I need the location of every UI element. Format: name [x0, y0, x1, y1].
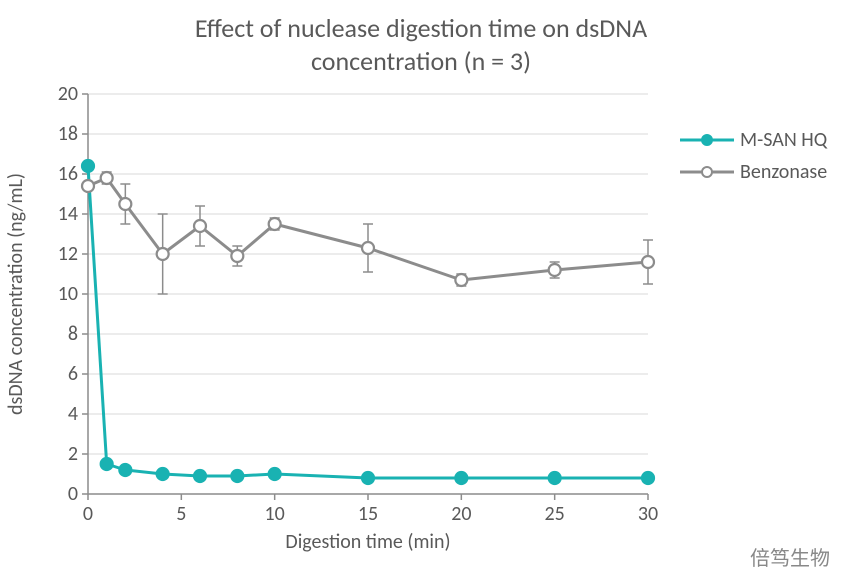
y-tick-label: 2	[68, 442, 78, 466]
y-tick-label: 12	[58, 242, 78, 266]
legend-label: Benzonase	[740, 160, 827, 184]
x-tick-label: 15	[358, 502, 378, 526]
x-tick-label: 20	[451, 502, 471, 526]
y-tick-label: 14	[58, 202, 78, 226]
x-tick-label: 5	[176, 502, 186, 526]
y-tick-label: 6	[68, 362, 78, 386]
legend: M-SAN HQ Benzonase	[680, 124, 827, 188]
legend-swatch	[680, 160, 734, 184]
y-tick-label: 18	[58, 122, 78, 146]
legend-swatch	[680, 128, 734, 152]
x-tick-label: 25	[545, 502, 565, 526]
legend-entry: Benzonase	[680, 156, 827, 188]
y-tick-label: 0	[68, 482, 78, 506]
plot-area	[0, 0, 842, 576]
x-tick-label: 10	[265, 502, 285, 526]
x-axis-label: Digestion time (min)	[88, 530, 648, 554]
x-tick-label: 30	[638, 502, 658, 526]
y-tick-label: 20	[58, 82, 78, 106]
y-tick-label: 16	[58, 162, 78, 186]
y-tick-label: 4	[68, 402, 78, 426]
y-tick-label: 8	[68, 322, 78, 346]
legend-label: M-SAN HQ	[740, 128, 827, 152]
watermark: 倍笃生物	[750, 542, 830, 571]
legend-entry: M-SAN HQ	[680, 124, 827, 156]
x-tick-label: 0	[83, 502, 93, 526]
y-tick-label: 10	[58, 282, 78, 306]
chart-container: Effect of nuclease digestion time on dsD…	[0, 0, 842, 576]
y-axis-label: dsDNA concentration (ng/mL)	[4, 173, 28, 415]
